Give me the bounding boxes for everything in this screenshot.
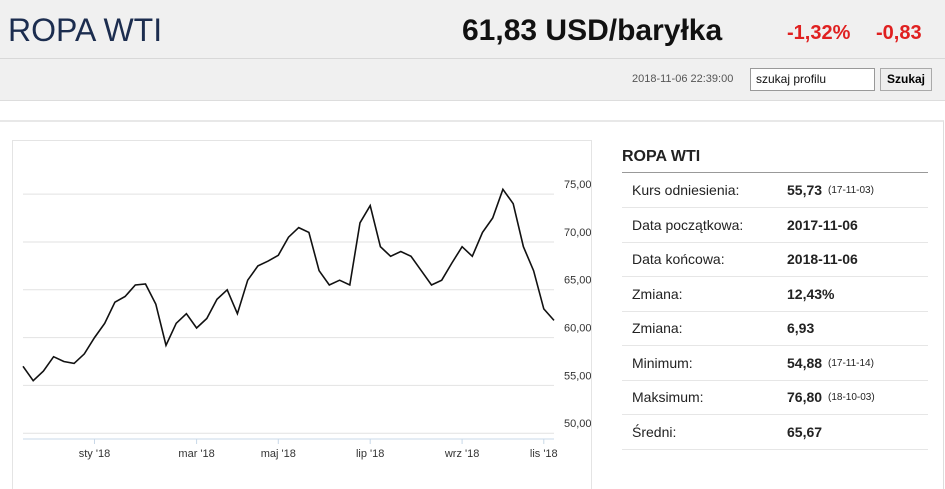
row-label: Zmiana: [632,285,683,302]
y-tick-label: 60,00 [564,323,591,335]
row-label: Data początkowa: [632,216,744,233]
row-value: 12,43% [787,285,835,302]
row-label: Średni: [632,423,677,440]
row-date: (18-10-03) [828,392,875,403]
row-label: Minimum: [632,354,693,371]
chart-frame: 50,00 55,00 60,00 65,00 70,00 75,00 sty '18 mar… [12,140,592,489]
table-row: Średni: 65,67 [622,415,928,450]
x-tick-label: wrz '18 [444,448,480,460]
table-row: Zmiana: 6,93 [622,311,928,346]
x-tick-label: sty '18 [79,448,110,460]
row-label: Data końcowa: [632,251,725,267]
table-row: Data początkowa: 2017-11-06 [622,208,928,243]
change-absolute: -0,83 [876,22,922,44]
content-frame [0,120,944,489]
row-label: Kurs odniesienia: [632,182,740,198]
table-row: Kurs odniesienia: 55,73 (17-11-03) [622,173,928,208]
y-tick-label: 50,00 [564,418,591,430]
y-tick-label: 65,00 [564,275,591,287]
search-input[interactable]: szukaj profilu [750,68,875,91]
price: 61,83 USD/baryłka [462,14,723,47]
separator [0,58,945,59]
change-percent: -1,32% [787,22,851,44]
instrument-title: ROPA WTI [8,12,163,48]
row-value: 6,93 [787,320,815,336]
row-label: Maksimum: [632,389,704,405]
row-date: (17-11-14) [828,357,874,369]
table-rule [622,172,928,173]
table-row: Maksimum: 76,80 (18-10-03) [622,380,928,415]
table-row: Data końcowa: 2018-11-06 [622,242,928,277]
datetime: 2018-11-06 22:39:00 [632,73,734,85]
table-row: Minimum: 54,88 (17-11-14) [622,346,928,381]
search-button[interactable]: Szukaj [880,68,932,91]
table-title: ROPA WTI [622,148,701,165]
x-tick-label: lip '18 [356,448,384,460]
x-tick-label: maj '18 [261,448,296,460]
y-tick-label: 55,00 [564,370,591,382]
y-tick-label: 70,00 [564,227,591,239]
chart: 50,00 55,00 60,00 65,00 70,00 75,00 sty '18 mar… [22,179,592,460]
row-date: (17-11-03) [828,185,874,196]
x-tick-label: mar '18 [178,448,214,460]
x-tick-label: lis '18 [530,448,558,460]
row-value: 76,80 [787,389,823,405]
row-value: 65,67 [787,423,823,440]
row-label: Zmiana: [632,320,683,336]
row-value: 2018-11-06 [787,251,858,267]
y-tick-label: 75,00 [564,179,591,191]
price-line [22,187,555,382]
row-value: 54,88 [787,354,823,371]
table-row: Zmiana: 12,43% [622,277,928,312]
row-value: 2017-11-06 [787,216,858,233]
row-value: 55,73 [787,182,823,198]
